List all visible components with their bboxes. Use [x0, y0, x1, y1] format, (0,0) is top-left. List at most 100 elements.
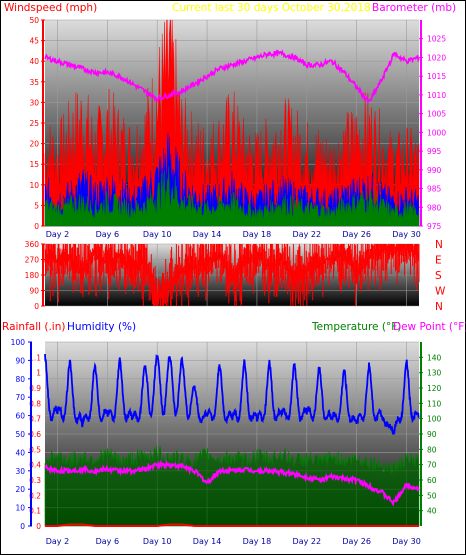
panel-wind-direction: 0 N 90 W 180 S 270 E 360 N	[25, 239, 446, 313]
compass-label: W	[435, 286, 446, 298]
humidity-line	[44, 353, 420, 435]
panel-3-axes: 0 10 20 30 40 50 60 70 80 90 100 0 0.1 0.2 0.3 0.4 0.5 0.…	[11, 338, 442, 546]
barometer-tick-label: 1015	[427, 72, 446, 81]
barometer-tick-label: 995	[427, 147, 442, 156]
temperature-tick-label: 50	[427, 491, 437, 500]
day-tick-label: Day 14	[193, 537, 222, 546]
barometer-tick-label: 1005	[427, 110, 446, 119]
wind-tick-label: 45	[29, 37, 39, 46]
wind-gust-area	[44, 19, 420, 227]
rain-tick-label: 0	[36, 522, 41, 531]
barometer-tick-label: 1000	[427, 128, 446, 137]
wind-tick-label: 0	[34, 222, 39, 231]
humidity-tick-label: 70	[15, 393, 25, 402]
temperature-tick-label: 90	[427, 430, 437, 439]
wind-sustained-area	[44, 166, 420, 227]
rain-tick-label: 0.3	[29, 476, 41, 485]
temperature-tick-label: 70	[427, 461, 437, 470]
day-tick-label: Day 26	[342, 230, 371, 239]
rain-tick-label: 0.8	[29, 399, 41, 408]
direction-tick-label: 180	[25, 271, 40, 280]
panel-2-axes: 0 N 90 W 180 S 270 E 360 N	[25, 239, 446, 313]
humidity-tick-label: 10	[15, 504, 25, 513]
rain-tick-label: 0.4	[29, 461, 41, 470]
wind-tick-label: 40	[29, 57, 39, 66]
dewpoint-line	[44, 459, 420, 507]
temperature-tick-label: 130	[427, 369, 442, 378]
humidity-tick-label: 40	[15, 448, 25, 457]
barometer-tick-label: 985	[427, 185, 442, 194]
rain-tick-label: 0.1	[29, 507, 41, 516]
direction-tick-label: 0	[34, 302, 39, 311]
barometer-tick-label: 975	[427, 222, 442, 231]
humidity-axis-title: Humidity (%)	[67, 321, 136, 333]
barometer-tick-label: 1020	[427, 53, 446, 62]
rain-tick-label: 1	[36, 369, 41, 378]
temperature-tick-label: 140	[427, 353, 442, 362]
temperature-tick-label: 80	[427, 445, 437, 454]
humidity-tick-label: 100	[11, 338, 26, 347]
wind-tick-label: 15	[29, 160, 39, 169]
day-tick-label: Day 6	[96, 537, 119, 546]
humidity-tick-label: 20	[15, 485, 25, 494]
humidity-tick-label: 30	[15, 467, 25, 476]
compass-label: S	[435, 270, 442, 282]
day-tick-label: Day 18	[243, 230, 272, 239]
temperature-tick-label: 60	[427, 476, 437, 485]
humidity-tick-label: 80	[15, 375, 25, 384]
temperature-axis-title: Temperature (°F)	[311, 321, 401, 333]
wind-average-area	[44, 132, 420, 227]
barometer-tick-label: 1010	[427, 91, 446, 100]
compass-label: N	[435, 239, 443, 251]
temperature-tick-label: 100	[427, 415, 442, 424]
day-tick-label: Day 10	[143, 537, 172, 546]
humidity-tick-label: 50	[15, 430, 25, 439]
day-tick-label: Day 22	[293, 537, 322, 546]
compass-label: E	[435, 255, 442, 267]
temperature-tick-label: 40	[427, 507, 437, 516]
day-tick-label: Day 22	[293, 230, 322, 239]
wind-axis-title: Windspeed (mph)	[4, 2, 97, 14]
barometer-tick-label: 980	[427, 203, 442, 212]
rainfall-line	[45, 523, 419, 527]
humidity-tick-label: 60	[15, 412, 25, 421]
dewpoint-axis-title: Dew Point (°F)	[393, 321, 466, 333]
day-tick-label: Day 2	[46, 537, 69, 546]
rain-tick-label: 0.6	[29, 430, 41, 439]
humidity-tick-label: 90	[15, 356, 25, 365]
wind-tick-label: 25	[29, 119, 39, 128]
rain-tick-label: 0.2	[29, 491, 41, 500]
direction-tick-label: 360	[25, 240, 40, 249]
wind-tick-label: 10	[29, 181, 39, 190]
day-tick-label: Day 10	[143, 230, 172, 239]
day-tick-label: Day 26	[342, 537, 371, 546]
panel-1-plot	[44, 19, 420, 227]
wind-tick-label: 20	[29, 140, 39, 149]
barometer-axis-title: Barometer (mb)	[372, 2, 456, 14]
rain-tick-label: 1.1	[29, 353, 41, 362]
barometer-line	[44, 49, 420, 105]
humidity-tick-label: 0	[20, 522, 25, 531]
day-tick-label: Day 14	[193, 230, 222, 239]
wind-tick-label: 50	[29, 16, 39, 25]
day-tick-label: Day 18	[243, 537, 272, 546]
day-tick-label: Day 2	[46, 230, 69, 239]
direction-tick-label: 270	[25, 256, 40, 265]
wind-tick-label: 30	[29, 98, 39, 107]
direction-tick-label: 90	[29, 287, 39, 296]
barometer-tick-label: 990	[427, 166, 442, 175]
day-tick-label: Day 6	[96, 230, 119, 239]
day-tick-label: Day 30	[392, 537, 421, 546]
chart-subtitle: Current last 30 days October 30,2018	[172, 2, 371, 14]
panel-2-plot	[44, 244, 420, 306]
temperature-tick-label: 120	[427, 384, 442, 393]
compass-label: N	[435, 301, 443, 313]
panel-rain-humidity-temperature: 0 10 20 30 40 50 60 70 80 90 100 0 0.1 0.2 0.3 0.4 0.5 0.…	[11, 338, 442, 546]
temperature-area	[44, 444, 420, 527]
temperature-tick-label: 110	[427, 399, 442, 408]
rain-tick-label: 0.5	[29, 445, 41, 454]
rain-axis-title: Rainfall (.in)	[2, 321, 65, 333]
